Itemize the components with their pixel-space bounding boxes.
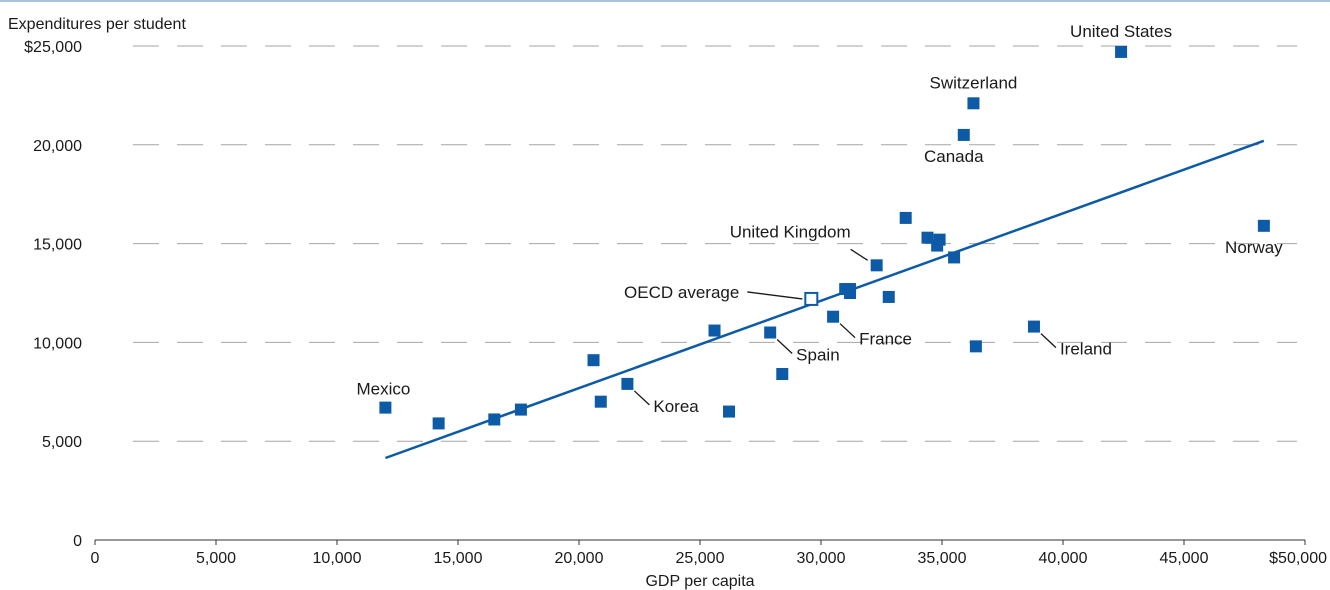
point-switzerland [967, 97, 980, 110]
point-spain [764, 326, 777, 339]
x-tick-label: 30,000 [797, 550, 846, 567]
point-label-canada: Canada [924, 147, 984, 166]
leader-line-united-kingdom [850, 248, 869, 261]
x-axis-ticks: 0 5,000 10,000 15,000 20,000 25,000 30,000 35,0… [91, 540, 1327, 567]
data-point [708, 324, 721, 337]
data-point [587, 354, 600, 367]
data-point [594, 395, 607, 408]
y-tick-label: 15,000 [33, 237, 82, 254]
data-point [723, 405, 736, 418]
leader-line-spain [776, 339, 793, 354]
oecd-average-marker [804, 291, 819, 306]
top-rule [0, 0, 1330, 2]
gridlines [133, 45, 1297, 442]
point-france [827, 310, 840, 323]
leader-line-france [839, 323, 856, 339]
x-tick-label: 40,000 [1039, 550, 1088, 567]
x-tick-label: 20,000 [555, 550, 604, 567]
y-tick-label: 20,000 [33, 138, 82, 155]
data-point [432, 417, 445, 430]
y-axis-title: Expenditures per student [8, 16, 186, 33]
trend-line [384, 139, 1265, 460]
point-label-ireland: Ireland [1060, 340, 1112, 359]
y-tick-label: 10,000 [33, 335, 82, 352]
data-point [948, 251, 961, 264]
y-tick-label: 0 [73, 533, 82, 550]
y-tick-label: $25,000 [24, 39, 82, 56]
point-label-mexico: Mexico [356, 380, 410, 399]
x-tick-label: 15,000 [434, 550, 483, 567]
leader-line-oecd-average [747, 291, 803, 300]
data-point [514, 403, 527, 416]
leader-line-ireland [1040, 333, 1057, 349]
point-united-kingdom [870, 259, 883, 272]
data-point [931, 239, 944, 252]
label-leaders [633, 248, 1057, 406]
point-label-united-states: United States [1070, 22, 1172, 41]
x-tick-label: $50,000 [1269, 550, 1327, 567]
data-point [882, 290, 895, 303]
point-labels: United States Switzerland Canada Norway Unit… [356, 22, 1283, 416]
point-mexico [379, 401, 392, 414]
point-label-norway: Norway [1225, 238, 1283, 257]
point-label-united-kingdom: United Kingdom [730, 222, 851, 241]
point-united-states [1115, 45, 1128, 58]
y-axis-ticks: 0 5,000 10,000 15,000 20,000 $25,000 [24, 39, 82, 550]
point-label-oecd-average: OECD average [624, 283, 739, 302]
y-tick-label: 5,000 [42, 434, 82, 451]
point-label-switzerland: Switzerland [930, 73, 1018, 92]
data-point [844, 287, 857, 299]
x-tick-label: 35,000 [918, 550, 967, 567]
point-label-spain: Spain [796, 346, 839, 365]
x-tick-label: 25,000 [676, 550, 725, 567]
data-point [921, 231, 934, 244]
data-points [379, 45, 1270, 430]
point-canada [957, 128, 970, 141]
point-korea [621, 377, 634, 390]
data-point [488, 413, 501, 426]
x-tick-label: 5,000 [196, 550, 236, 567]
leader-line-korea [633, 390, 650, 406]
data-point [776, 368, 789, 381]
data-point [969, 340, 982, 353]
point-ireland [1027, 320, 1040, 333]
x-tick-label: 45,000 [1160, 550, 1209, 567]
x-tick-label: 10,000 [313, 550, 362, 567]
data-point [899, 211, 912, 224]
x-tick-label: 0 [91, 550, 100, 567]
x-axis-title: GDP per capita [645, 573, 754, 590]
point-label-france: France [859, 330, 912, 349]
point-label-korea: Korea [653, 397, 699, 416]
point-norway [1257, 219, 1270, 232]
